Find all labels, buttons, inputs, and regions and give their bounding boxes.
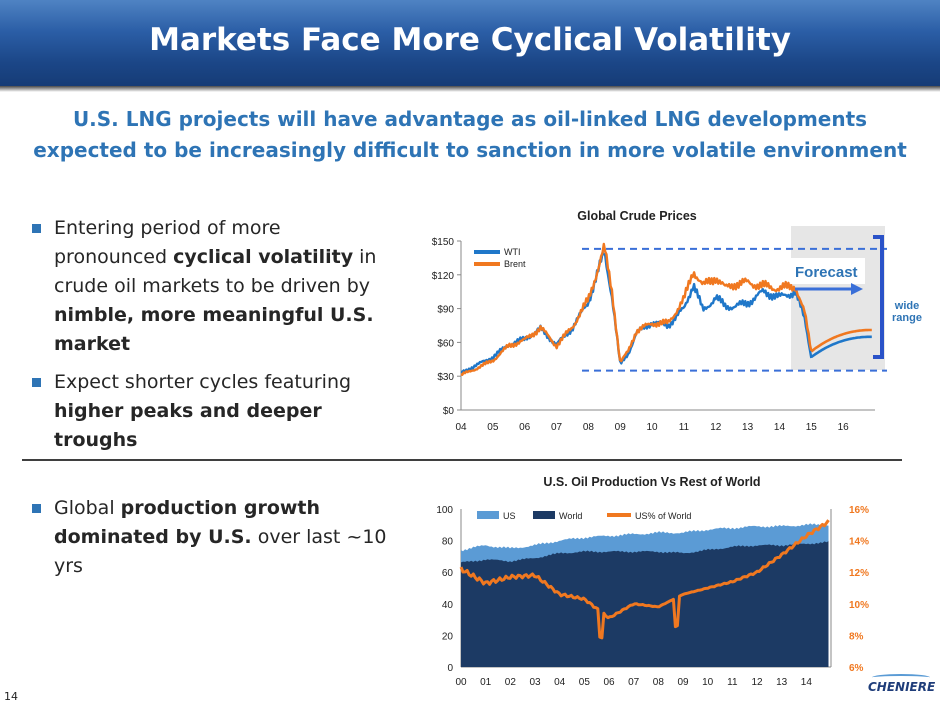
x-tick-label: 07: [628, 677, 640, 688]
legend: WTI Brent: [474, 247, 526, 269]
forecast-line-brent: [810, 328, 872, 353]
x-tick-label: 00: [455, 677, 467, 688]
section-divider: [22, 459, 902, 461]
series-line-brent: [460, 242, 813, 376]
x-tick-label: 09: [677, 677, 689, 688]
y-tick-label: 40: [442, 600, 454, 611]
line-us-pct-of-world: [459, 519, 830, 640]
x-tick-label: 03: [529, 677, 541, 688]
x-tick-label: 07: [551, 422, 563, 433]
y-tick-label: $90: [437, 305, 454, 316]
forecast-shade: [791, 226, 885, 370]
company-logo: CHENIERE: [868, 680, 936, 694]
x-tick-label: 14: [801, 677, 813, 688]
y-tick-label: $0: [443, 406, 455, 417]
bullet-marker: [32, 504, 41, 513]
legend-swatch-us: [477, 511, 499, 519]
x-tick-label: 01: [480, 677, 492, 688]
y2-tick-label: 8%: [849, 631, 864, 642]
x-tick-label: 09: [615, 422, 627, 433]
bullet-text: Entering period of more pronounced: [54, 217, 281, 268]
y2-tick-label: 14%: [849, 537, 869, 548]
x-tick-label: 11: [679, 422, 690, 433]
x-tick-label: 05: [487, 422, 499, 433]
bullet-marker: [32, 378, 41, 387]
y2-tick-label: 10%: [849, 600, 869, 611]
y-tick-label: 80: [442, 537, 454, 548]
x-tick-label: 06: [603, 677, 615, 688]
bullet-production-growth: Global production growth dominated by U.…: [32, 494, 402, 581]
y2-tick-label: 16%: [849, 505, 869, 516]
x-tick-label: 15: [806, 422, 818, 433]
bullet-text: in crude oil markets to be driven by: [54, 246, 377, 297]
legend-label-brent: Brent: [504, 259, 526, 269]
chart-title: U.S. Oil Production Vs Rest of World: [543, 475, 760, 489]
bullet-shorter-cycles: Expect shorter cycles featuring higher p…: [32, 368, 382, 455]
x-tick-label: 05: [579, 677, 591, 688]
x-tick-label: 04: [455, 422, 467, 433]
series: [459, 519, 830, 667]
y-tick-label: $60: [437, 338, 454, 349]
forecast-label-box: [791, 258, 865, 284]
legend-label-wti: WTI: [504, 247, 521, 257]
x-tick-label: 08: [583, 422, 595, 433]
legend-label-world: World: [559, 511, 582, 521]
page-title: Markets Face More Cyclical Volatility: [149, 22, 791, 58]
x-tick-label: 04: [554, 677, 566, 688]
forecast-arrowhead: [851, 283, 863, 295]
bullet-bold: production growth dominated by U.S.: [54, 497, 321, 548]
x-tick-label: 10: [702, 677, 714, 688]
x-tick-label: 14: [774, 422, 786, 433]
range-bracket: [873, 235, 884, 359]
bullet-marker: [32, 224, 41, 233]
forecast-label: Forecast: [795, 264, 858, 281]
title-shadow: [0, 86, 940, 92]
bullets-top: Entering period of more pronounced cycli…: [32, 214, 382, 464]
page-subtitle: U.S. LNG projects will have advantage as…: [33, 107, 907, 162]
crude-prices-chart: Global Crude Prices $0 $30 $60 $90 $120 $150 0…: [432, 209, 922, 433]
x-tick-label: 10: [647, 422, 659, 433]
x-tick-label: 02: [505, 677, 517, 688]
y-tick-label: 60: [442, 568, 454, 579]
y-tick-label: $120: [432, 271, 455, 282]
bullet-text: over last ~10 yrs: [54, 526, 387, 577]
series: [460, 242, 872, 376]
title-bar: [0, 0, 940, 92]
series-line-wti: [460, 251, 813, 374]
axes: $0 $30 $60 $90 $120 $150 04 05 06 07 08 09 10 11 12 13 1…: [432, 237, 887, 433]
page-number: 14: [4, 690, 18, 703]
legend-label-us: US: [503, 511, 516, 521]
x-tick-label: 12: [710, 422, 722, 433]
x-tick-label: 13: [742, 422, 754, 433]
bullet-bold: nimble, more meaningful U.S. market: [54, 304, 374, 355]
y2-tick-label: 12%: [849, 568, 869, 579]
bullets-bottom: Global production growth dominated by U.…: [32, 494, 402, 590]
range-label-line1: wide: [894, 300, 919, 312]
legend: US World US% of World: [477, 511, 691, 521]
bullet-text: Global: [54, 497, 121, 519]
y2-tick-label: 6%: [849, 663, 864, 674]
range-label-line2: range: [892, 312, 922, 324]
bullet-text: Expect shorter cycles featuring: [54, 371, 352, 393]
bullet-bold: cyclical volatility: [173, 246, 354, 268]
x-tick-label: 12: [751, 677, 763, 688]
x-tick-label: 16: [838, 422, 850, 433]
forecast-line-wti: [810, 335, 872, 359]
y-tick-label: 0: [447, 663, 453, 674]
oil-production-chart: U.S. Oil Production Vs Rest of World 020…: [436, 475, 869, 688]
x-tick-label: 08: [653, 677, 665, 688]
logo-swoosh: [872, 674, 930, 681]
x-tick-label: 13: [776, 677, 788, 688]
x-tick-label: 11: [727, 677, 738, 688]
bullet-bold: higher peaks and deeper troughs: [54, 400, 322, 451]
y-tick-label: 100: [436, 505, 453, 516]
bullet-cyclical-volatility: Entering period of more pronounced cycli…: [32, 214, 382, 359]
y-tick-label: 20: [442, 631, 454, 642]
y-tick-label: $30: [437, 372, 454, 383]
y-tick-label: $150: [432, 237, 455, 248]
x-tick-label: 06: [519, 422, 531, 433]
legend-label-us-pct: US% of World: [635, 511, 691, 521]
legend-swatch-world: [533, 511, 555, 519]
chart-title: Global Crude Prices: [577, 209, 697, 223]
